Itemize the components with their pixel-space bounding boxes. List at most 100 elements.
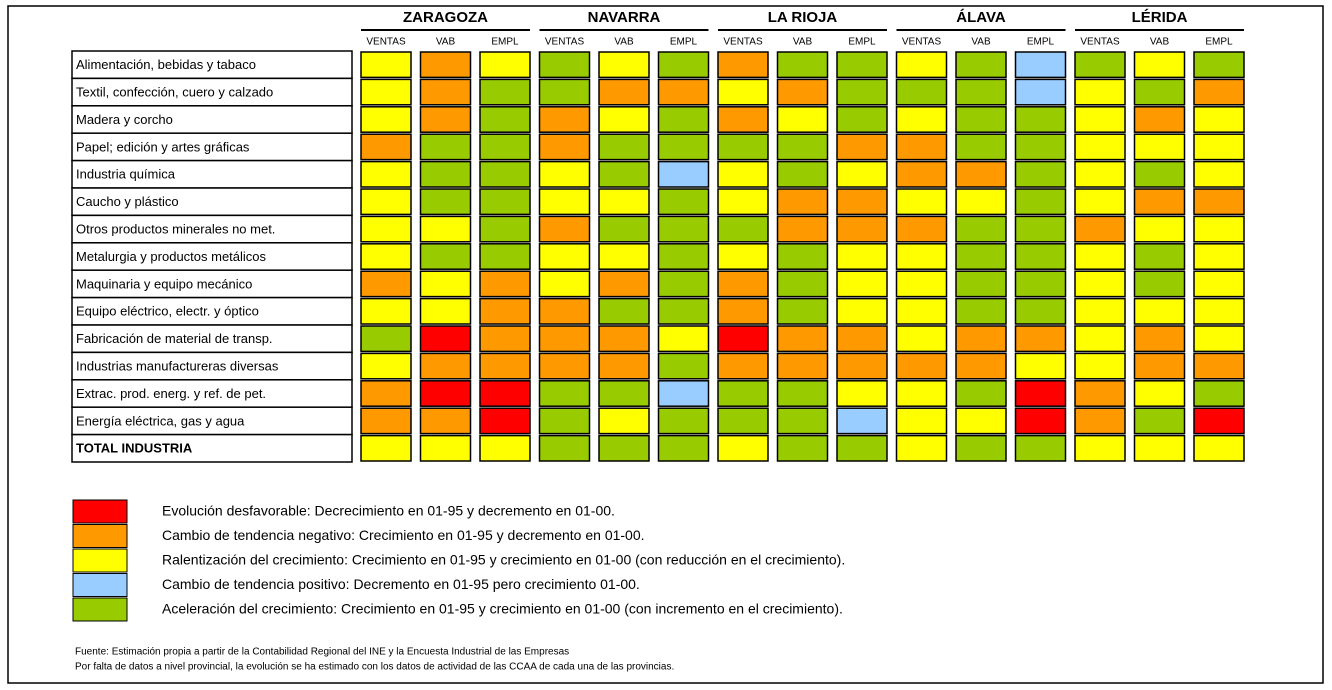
status-cell xyxy=(598,407,650,435)
status-cell xyxy=(776,133,829,161)
column-label: VENTAS xyxy=(545,37,585,48)
status-cell xyxy=(895,133,948,161)
status-cell xyxy=(1133,215,1186,243)
status-cell xyxy=(836,78,888,106)
status-cell xyxy=(836,352,888,380)
status-cell xyxy=(776,380,829,407)
status-cell xyxy=(955,160,1007,188)
status-cell xyxy=(598,380,650,407)
legend-text: Ralentización del crecimiento: Crecimien… xyxy=(162,552,845,568)
status-cell xyxy=(776,243,829,270)
status-cell xyxy=(1133,133,1186,161)
status-cell xyxy=(657,352,710,380)
status-cell xyxy=(360,106,412,133)
status-cell xyxy=(717,352,769,380)
row-label: TOTAL INDUSTRIA xyxy=(76,441,193,456)
status-cell xyxy=(538,51,591,79)
status-cell xyxy=(955,270,1007,298)
row-label: Madera y corcho xyxy=(76,112,173,127)
status-cell xyxy=(538,325,591,353)
status-cell xyxy=(895,160,948,188)
status-cell xyxy=(479,78,531,106)
status-cell xyxy=(1014,243,1067,270)
status-cell xyxy=(479,133,531,161)
status-cell xyxy=(419,160,472,188)
status-cell xyxy=(955,243,1007,270)
status-cell xyxy=(776,270,829,298)
status-cell xyxy=(1014,380,1067,407)
status-cell xyxy=(895,270,948,298)
status-cell xyxy=(895,78,948,106)
status-cell xyxy=(479,160,531,188)
status-cell xyxy=(1133,434,1186,462)
status-cell xyxy=(419,270,472,298)
status-cell xyxy=(538,352,591,380)
status-cell xyxy=(657,243,710,270)
status-cell xyxy=(1133,325,1186,353)
status-cell xyxy=(360,270,412,298)
status-cell xyxy=(419,243,472,270)
status-cell xyxy=(717,78,769,106)
column-label: VAB xyxy=(793,37,813,48)
status-cell xyxy=(895,407,948,435)
status-cell xyxy=(1133,352,1186,380)
column-label: VAB xyxy=(614,37,634,48)
status-cell xyxy=(1193,297,1245,325)
row-label: Maquinaria y equipo mecánico xyxy=(76,276,252,291)
status-cell xyxy=(479,407,531,435)
status-cell xyxy=(419,106,472,133)
status-cell xyxy=(538,434,591,462)
status-cell xyxy=(360,160,412,188)
column-label: EMPL xyxy=(1027,37,1055,48)
status-cell xyxy=(598,160,650,188)
legend-swatch xyxy=(72,597,128,622)
row-label-cell xyxy=(71,187,353,217)
status-cell xyxy=(1193,160,1245,188)
status-cell xyxy=(895,352,948,380)
column-label: VAB xyxy=(1150,37,1170,48)
status-cell xyxy=(419,51,472,79)
status-cell xyxy=(1074,78,1126,106)
status-cell xyxy=(717,297,769,325)
status-cell xyxy=(1014,160,1067,188)
status-cell xyxy=(598,297,650,325)
column-label: EMPL xyxy=(1205,37,1233,48)
status-cell xyxy=(479,188,531,216)
status-cell xyxy=(657,270,710,298)
status-cell xyxy=(479,380,531,407)
status-cell xyxy=(717,160,769,188)
status-cell xyxy=(836,188,888,216)
region-header: NAVARRA xyxy=(588,9,661,26)
status-cell xyxy=(360,352,412,380)
status-cell xyxy=(598,106,650,133)
status-cell xyxy=(479,106,531,133)
status-cell xyxy=(717,51,769,79)
status-cell xyxy=(419,133,472,161)
status-cell xyxy=(895,297,948,325)
status-cell xyxy=(479,51,531,79)
status-cell xyxy=(657,188,710,216)
status-cell xyxy=(895,106,948,133)
status-cell xyxy=(598,133,650,161)
legend-text: Aceleración del crecimiento: Crecimiento… xyxy=(162,601,843,617)
status-cell xyxy=(479,325,531,353)
status-cell xyxy=(717,407,769,435)
status-cell xyxy=(1133,380,1186,407)
row-label-cell xyxy=(71,351,353,381)
status-cell xyxy=(836,133,888,161)
status-cell xyxy=(955,188,1007,216)
status-cell xyxy=(360,133,412,161)
row-label: Metalurgia y productos metálicos xyxy=(76,249,267,264)
status-cell xyxy=(717,325,769,353)
status-cell xyxy=(1074,51,1126,79)
status-cell xyxy=(955,133,1007,161)
status-cell xyxy=(717,270,769,298)
status-cell xyxy=(1014,352,1067,380)
region-header: LÉRIDA xyxy=(1132,9,1188,26)
row-label-cell xyxy=(71,379,353,408)
status-cell xyxy=(1074,270,1126,298)
status-cell xyxy=(657,160,710,188)
footnote: Fuente: Estimación propia a partir de la… xyxy=(75,647,569,658)
region-header: LA RIOJA xyxy=(768,9,838,26)
